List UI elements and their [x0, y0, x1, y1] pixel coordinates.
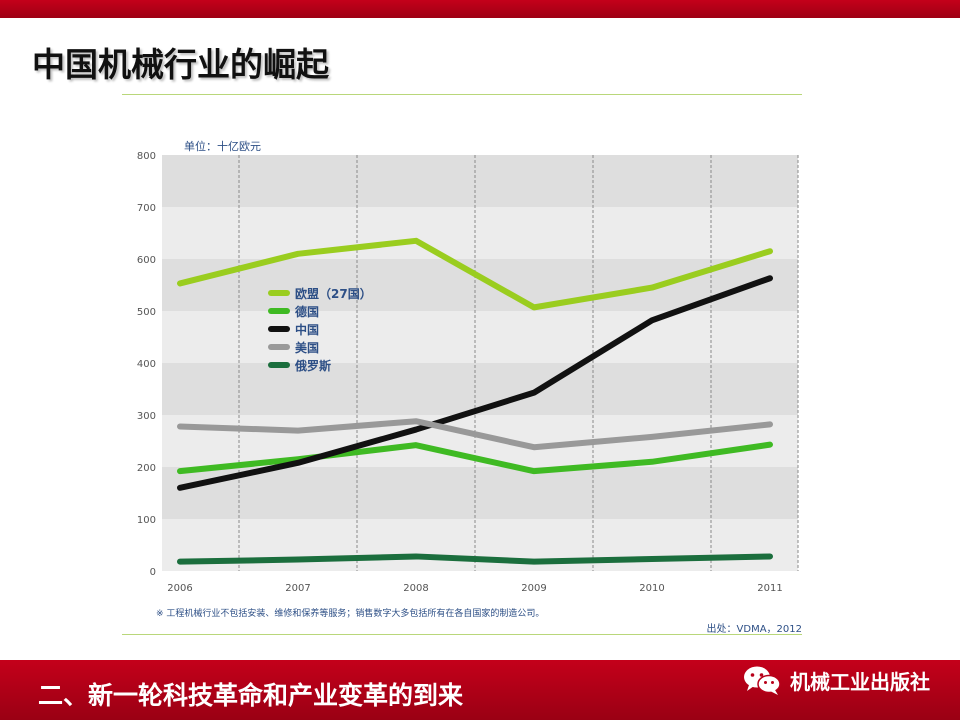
chart-canvas: 800 700 600 500 400 300 200 100 0 2006 2007 2008 200… — [137, 151, 799, 594]
x-tick-label: 2009 — [521, 583, 546, 594]
series-line-eu — [177, 237, 773, 311]
legend-swatch — [268, 290, 290, 296]
x-tick-label: 2008 — [403, 583, 428, 594]
y-tick-label: 500 — [137, 307, 156, 318]
series-line-germany — [177, 441, 773, 475]
legend-item-eu: 欧盟（27国） — [268, 284, 372, 302]
legend-swatch — [268, 362, 290, 368]
series-line-usa — [177, 418, 773, 451]
grid-band — [162, 207, 798, 259]
grid-band — [162, 259, 798, 311]
legend-item-germany: 德国 — [268, 302, 372, 320]
y-tick-label: 300 — [137, 411, 156, 422]
bottom-divider — [122, 634, 802, 635]
unit-label: 单位：十亿欧元 — [184, 140, 261, 153]
legend-label: 欧盟（27国） — [295, 286, 372, 301]
legend-label: 德国 — [295, 304, 320, 319]
x-tick-label: 2010 — [639, 583, 664, 594]
series-line-china — [177, 275, 773, 491]
grid-band — [162, 363, 798, 415]
brand-name: 机械工业出版社 — [790, 669, 930, 694]
legend-item-china: 中国 — [268, 320, 372, 338]
legend-label: 中国 — [295, 322, 320, 337]
y-tick-label: 100 — [137, 515, 156, 526]
slide-title: 中国机械行业的崛起 — [32, 45, 329, 84]
grid-band — [162, 467, 798, 519]
grid-band — [162, 155, 798, 207]
x-tick-label: 2007 — [285, 583, 310, 594]
legend-swatch — [268, 308, 290, 314]
y-tick-label: 700 — [137, 203, 156, 214]
line-chart: 800 700 600 500 400 300 200 100 0 2006 2007 2008 200… — [122, 96, 802, 635]
y-tick-label: 200 — [137, 463, 156, 474]
chart-footnote: ※ 工程机械行业不包括安装、维修和保养等服务；销售数字大多包括所有在各自国家的制… — [156, 609, 545, 619]
legend-item-usa: 美国 — [268, 338, 372, 356]
x-tick-label: 2011 — [757, 583, 782, 594]
brand: 机械工业出版社 — [742, 664, 930, 696]
legend-item-russia: 俄罗斯 — [268, 356, 372, 374]
grid-band — [162, 311, 798, 363]
chart-source: 出处：VDMA，2012 — [706, 624, 802, 635]
legend-label: 俄罗斯 — [295, 358, 332, 373]
legend-swatch — [268, 326, 290, 332]
legend-swatch — [268, 344, 290, 350]
y-tick-label: 600 — [137, 255, 156, 266]
bottom-accent-bar — [0, 660, 960, 720]
chart-legend: 欧盟（27国） 德国中国美国俄罗斯 — [268, 284, 372, 374]
legend-label: 美国 — [295, 340, 320, 355]
series-line-russia — [177, 553, 773, 565]
top-accent-bar — [0, 0, 960, 18]
x-tick-label: 2006 — [167, 583, 192, 594]
top-divider — [122, 94, 802, 95]
y-tick-label: 0 — [150, 567, 156, 578]
wechat-icon — [742, 664, 782, 696]
section-title: 二、新一轮科技革命和产业变革的到来 — [38, 681, 464, 710]
y-tick-label: 400 — [137, 359, 156, 370]
y-tick-label: 800 — [137, 151, 156, 162]
